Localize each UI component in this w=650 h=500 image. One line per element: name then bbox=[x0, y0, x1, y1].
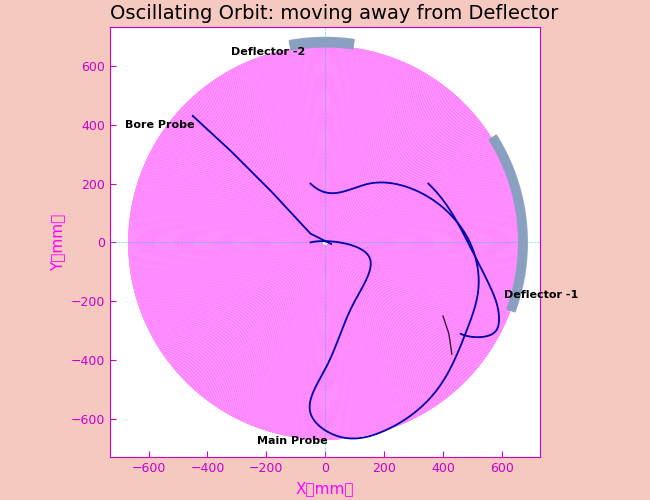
Text: Bore Probe: Bore Probe bbox=[125, 120, 194, 130]
X-axis label: X（mm）: X（mm） bbox=[296, 481, 354, 496]
Text: Oscillating Orbit: moving away from Deflector: Oscillating Orbit: moving away from Defl… bbox=[111, 4, 558, 23]
Text: Deflector -1: Deflector -1 bbox=[504, 290, 578, 300]
Text: Deflector -2: Deflector -2 bbox=[231, 48, 306, 58]
Text: Main Probe: Main Probe bbox=[257, 436, 328, 446]
Y-axis label: Y（mm）: Y（mm） bbox=[51, 214, 66, 271]
